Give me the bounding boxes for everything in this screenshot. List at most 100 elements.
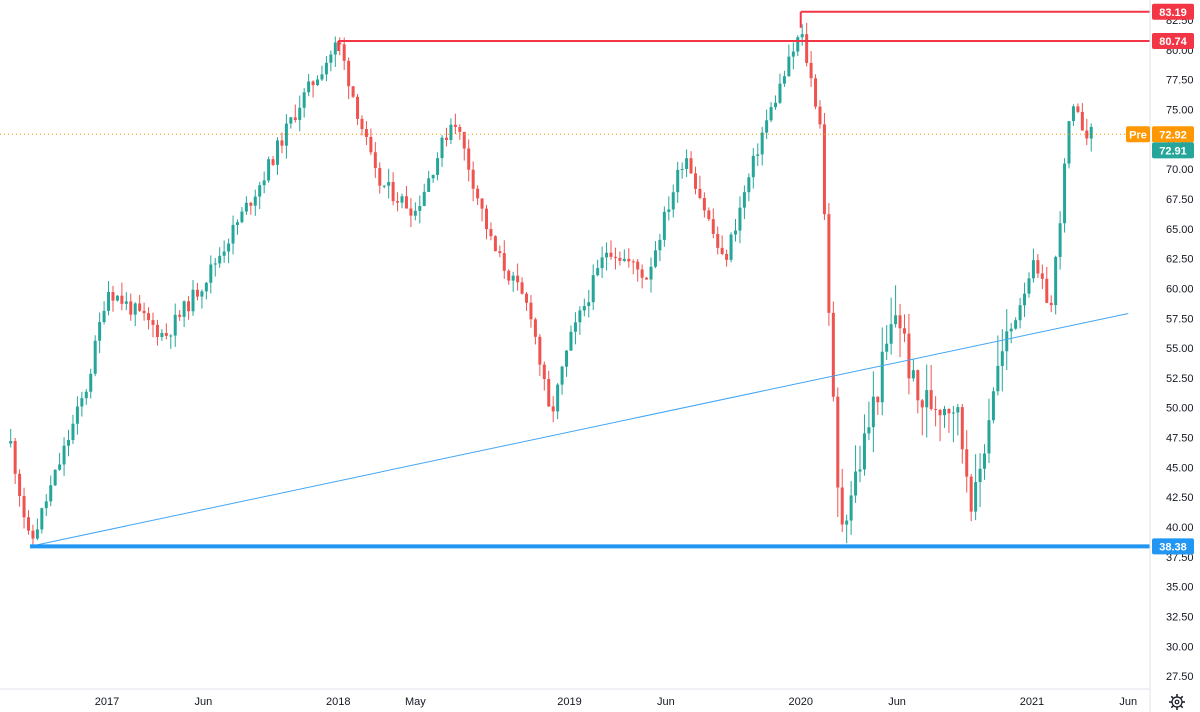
- time-tick-label: May: [405, 696, 426, 708]
- candle-body: [916, 370, 920, 401]
- candle-body: [267, 159, 271, 181]
- candle-body: [107, 292, 111, 311]
- price-tick-label: 60.00: [1166, 283, 1194, 295]
- candle-body: [324, 62, 328, 75]
- candle-body: [831, 312, 835, 397]
- candle-body: [289, 117, 293, 124]
- candle-body: [253, 196, 257, 206]
- candle-body: [685, 158, 689, 169]
- last-price-badge: 72.91: [1159, 145, 1187, 157]
- candle-body: [645, 277, 649, 280]
- candle-body: [667, 209, 671, 212]
- candle-body: [298, 107, 302, 120]
- candle-body: [333, 42, 337, 55]
- candle-body: [71, 423, 75, 441]
- candle-body: [520, 282, 524, 294]
- candle-body: [511, 275, 515, 281]
- candle-body: [249, 202, 253, 206]
- price-tick-label: 67.50: [1166, 194, 1194, 206]
- price-axis[interactable]: 82.5080.0077.5075.0072.5070.0067.5065.00…: [1166, 15, 1194, 683]
- candle-body: [894, 315, 898, 325]
- candle-body: [262, 180, 266, 186]
- candle-body: [622, 258, 626, 261]
- candle-body: [484, 208, 488, 230]
- candle-body: [1054, 256, 1058, 306]
- candle-body: [1080, 111, 1084, 131]
- price-tick-label: 35.00: [1166, 582, 1194, 594]
- candle-body: [1076, 106, 1080, 112]
- candle-body: [605, 252, 609, 258]
- candle-body: [569, 331, 573, 351]
- gear-icon[interactable]: [1169, 694, 1185, 710]
- candle-body: [956, 407, 960, 413]
- candle-body: [462, 131, 466, 149]
- time-axis[interactable]: 2017 Jun 2018 May 2019 Jun 2020 Jun 2021 Jun: [95, 696, 1137, 708]
- candle-body: [720, 247, 724, 254]
- candle-body: [1009, 328, 1013, 332]
- candle-body: [760, 132, 764, 155]
- candle-body: [418, 205, 422, 211]
- candle-body: [124, 301, 128, 304]
- candle-body: [360, 118, 364, 130]
- time-tick-label: Jun: [657, 696, 675, 708]
- candle-body: [676, 169, 680, 193]
- candle-body: [138, 303, 142, 311]
- candle-body: [1000, 351, 1004, 366]
- candle-body: [182, 301, 186, 317]
- resistance-high-badge-bg: [1152, 3, 1194, 20]
- candle-body: [231, 224, 235, 244]
- candle-body: [582, 306, 586, 311]
- candle-body: [818, 106, 822, 125]
- last-price-badge-bg: [1152, 142, 1194, 159]
- candle-body: [40, 508, 44, 530]
- candle-body: [885, 343, 889, 352]
- candle-body: [867, 427, 871, 434]
- candle-body: [276, 140, 280, 165]
- price-tick-label: 45.00: [1166, 462, 1194, 474]
- candle-body: [929, 390, 933, 409]
- candle-body: [814, 78, 818, 107]
- price-tick-label: 70.00: [1166, 164, 1194, 176]
- candle-body: [164, 332, 168, 336]
- candle-body: [1089, 126, 1093, 139]
- candle-body: [53, 469, 57, 486]
- trendline[interactable]: [29, 312, 1129, 547]
- price-badges: 83.19 80.74 38.38 Pre 72.92 72.91: [1126, 3, 1194, 555]
- time-tick-label: 2020: [788, 696, 812, 708]
- price-tick-label: 42.50: [1166, 492, 1194, 504]
- candle-body: [1049, 302, 1053, 306]
- candle-body: [911, 370, 915, 379]
- candle-body: [93, 340, 97, 374]
- candle-body: [782, 76, 786, 84]
- candle-body: [204, 282, 208, 292]
- candle-body: [600, 257, 604, 269]
- candle-body: [573, 322, 577, 332]
- candle-body: [689, 158, 693, 174]
- candle-body: [658, 239, 662, 251]
- candle-body: [89, 373, 93, 392]
- candle-body: [329, 54, 333, 63]
- candle-body: [983, 453, 987, 469]
- candle-body: [342, 44, 346, 61]
- candle-body: [280, 140, 284, 146]
- time-tick-label: 2021: [1020, 696, 1044, 708]
- candle-body: [338, 42, 342, 45]
- candle-body: [391, 182, 395, 202]
- support-badge-bg: [1152, 538, 1194, 555]
- candle-body: [742, 192, 746, 208]
- candle-body: [311, 81, 315, 86]
- candle-body: [431, 174, 435, 179]
- candle-body: [996, 365, 1000, 392]
- candle-body: [765, 120, 769, 133]
- candle-body: [480, 198, 484, 209]
- candle-body: [547, 378, 551, 407]
- candle-body: [26, 517, 30, 531]
- price-tick-label: 37.50: [1166, 552, 1194, 564]
- candle-body: [934, 408, 938, 410]
- candle-body: [960, 407, 964, 450]
- candle-body: [1063, 163, 1067, 224]
- candle-body: [178, 314, 182, 317]
- candle-body: [680, 168, 684, 170]
- candle-body: [987, 420, 991, 454]
